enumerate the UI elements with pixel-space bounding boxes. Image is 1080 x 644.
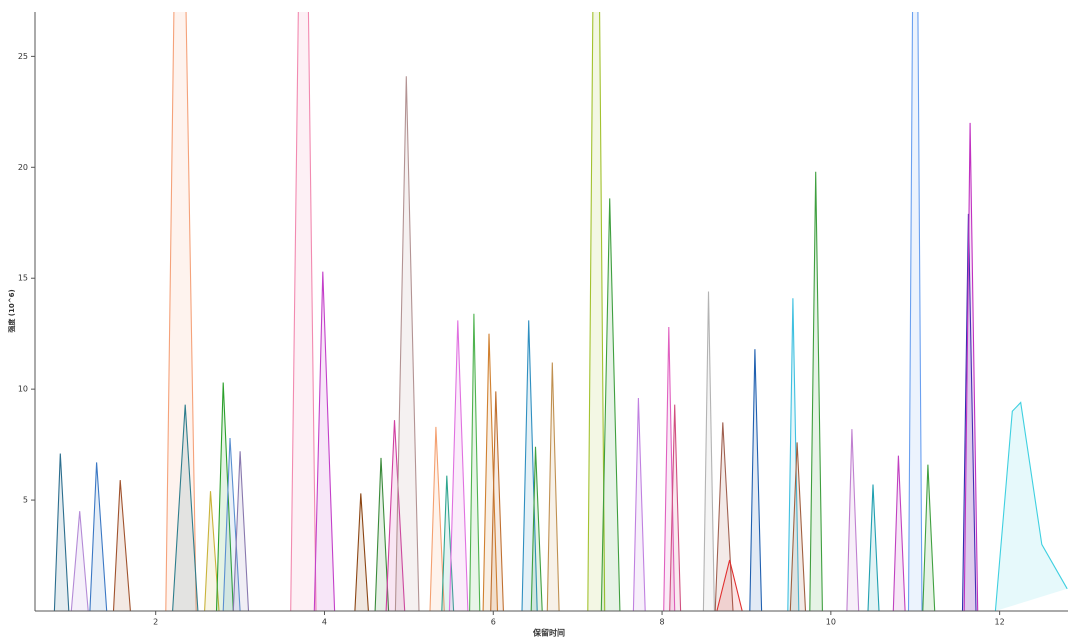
peak <box>354 493 369 611</box>
peak <box>702 291 715 611</box>
y-tick-label: 5 <box>23 496 28 505</box>
peak <box>469 313 481 611</box>
peak <box>290 12 317 611</box>
peak <box>789 442 807 611</box>
x-tick-label: 8 <box>660 618 665 627</box>
peak <box>787 298 800 611</box>
peak <box>892 455 906 611</box>
peak <box>394 76 420 611</box>
peak <box>112 480 131 611</box>
peak <box>716 559 743 611</box>
peak <box>669 404 682 611</box>
y-tick-label: 10 <box>18 385 28 394</box>
peak <box>846 429 860 611</box>
x-tick-label: 2 <box>153 618 158 627</box>
peak <box>215 382 234 611</box>
peak <box>632 397 646 611</box>
peak <box>385 420 406 611</box>
peak <box>232 451 250 611</box>
peak <box>490 391 504 611</box>
peak <box>53 453 70 611</box>
peak <box>922 464 936 611</box>
y-axis-label: 强度 (10^6) <box>7 289 16 332</box>
y-tick-label: 25 <box>18 52 28 61</box>
peak <box>907 12 923 611</box>
peak <box>448 320 469 611</box>
peak <box>587 12 606 611</box>
peak <box>89 462 108 611</box>
peak <box>482 333 499 611</box>
plot-area <box>53 12 1068 611</box>
x-tick-label: 12 <box>995 618 1005 627</box>
peak <box>530 446 543 611</box>
y-tick-label: 20 <box>18 163 28 172</box>
peak <box>374 457 390 611</box>
peak <box>546 362 560 611</box>
x-tick-label: 6 <box>491 618 496 627</box>
x-tick-label: 4 <box>322 618 327 627</box>
peak <box>70 511 89 611</box>
peak <box>749 349 763 611</box>
peak <box>809 171 823 611</box>
peak <box>313 271 336 611</box>
peak <box>172 404 199 611</box>
peak <box>429 426 445 611</box>
peak <box>867 484 880 611</box>
x-tick-label: 10 <box>826 618 836 627</box>
peak <box>963 122 979 611</box>
peak <box>600 198 621 611</box>
x-axis-label: 保留时间 <box>532 628 565 638</box>
peak <box>222 437 241 611</box>
peak <box>994 401 1068 611</box>
y-tick-label: 15 <box>18 274 28 283</box>
peak <box>204 491 220 611</box>
